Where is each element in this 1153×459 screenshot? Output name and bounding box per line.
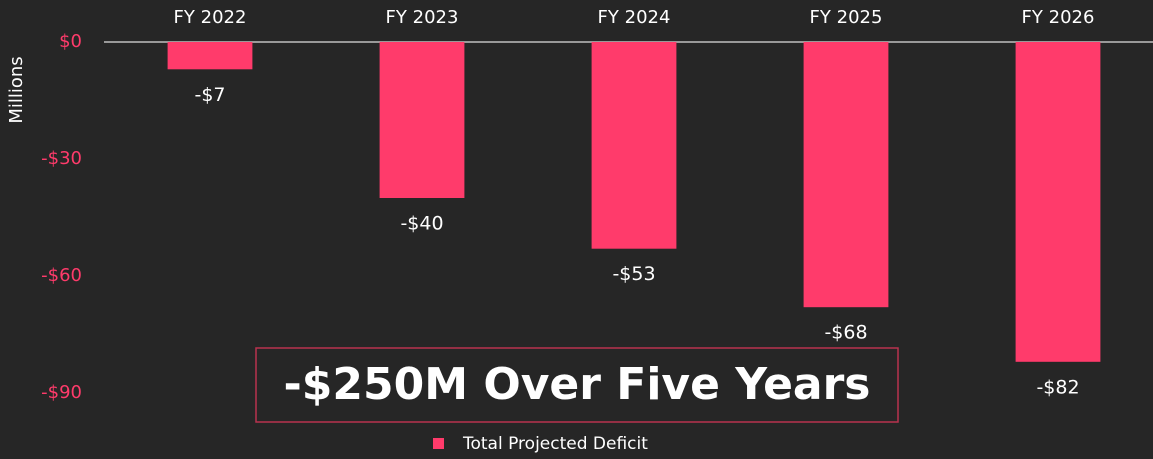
y-axis-label: Millions bbox=[6, 56, 27, 123]
y-tick-label: -$90 bbox=[41, 382, 82, 403]
data-label: -$40 bbox=[400, 213, 443, 235]
bar bbox=[591, 42, 677, 249]
y-tick-label: -$60 bbox=[41, 265, 82, 286]
data-label: -$82 bbox=[1036, 376, 1079, 398]
data-label: -$7 bbox=[194, 84, 225, 106]
legend-label: Total Projected Deficit bbox=[462, 434, 648, 454]
data-label: -$68 bbox=[824, 322, 867, 344]
legend-swatch bbox=[433, 438, 444, 449]
x-tick-label: FY 2026 bbox=[1022, 7, 1095, 28]
bar bbox=[379, 42, 465, 198]
y-tick-label: -$30 bbox=[41, 148, 82, 169]
bar bbox=[167, 42, 253, 70]
x-tick-label: FY 2023 bbox=[386, 7, 459, 28]
data-label: -$53 bbox=[612, 263, 655, 285]
bar bbox=[1015, 42, 1101, 362]
x-tick-label: FY 2025 bbox=[810, 7, 883, 28]
bar bbox=[803, 42, 889, 308]
y-tick-label: $0 bbox=[59, 31, 82, 52]
x-tick-label: FY 2024 bbox=[598, 7, 671, 28]
annotation-box bbox=[255, 347, 899, 423]
annotation: -$250M Over Five Years bbox=[284, 359, 871, 410]
x-tick-label: FY 2022 bbox=[174, 7, 247, 28]
